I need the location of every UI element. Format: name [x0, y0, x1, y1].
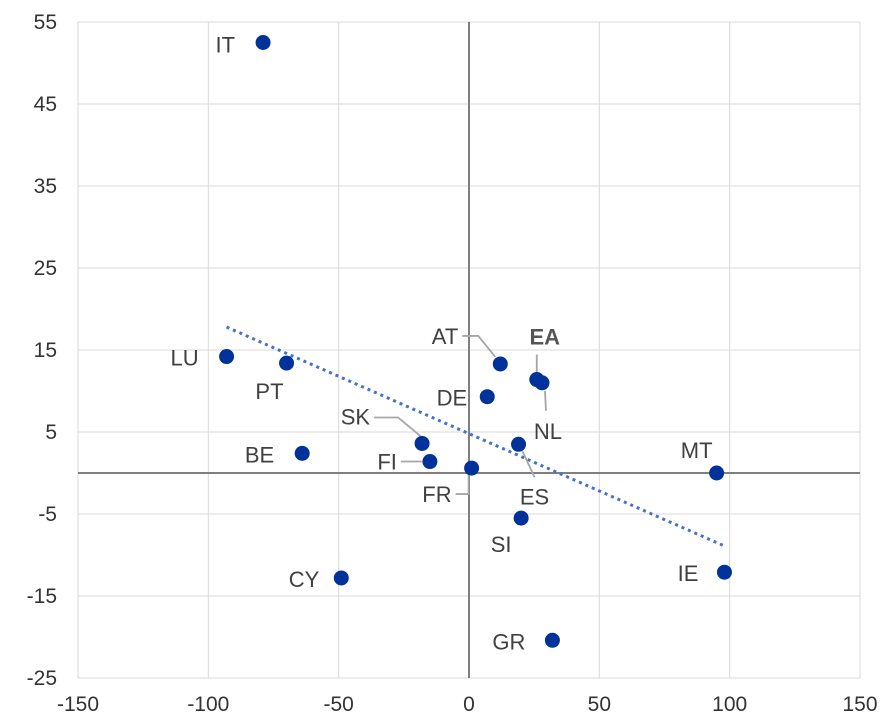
trendline-line: [225, 325, 726, 548]
x-tick-label: -50: [323, 693, 353, 716]
x-tick-label: -100: [187, 693, 229, 716]
point-label-ea: EA: [529, 325, 560, 350]
y-tick-label: 25: [34, 257, 57, 280]
point-label-fi: FI: [377, 450, 397, 475]
data-point-mt: [709, 465, 725, 481]
point-label-fr: FR: [422, 482, 451, 507]
x-tick-label: 150: [842, 693, 877, 716]
data-point-si: [513, 510, 529, 526]
data-point-lu: [219, 349, 235, 365]
y-tick-label: 5: [45, 421, 57, 444]
leader-line-nl: [544, 390, 547, 411]
y-tick-label: -5: [38, 503, 57, 526]
y-tick-labels: 55 45 35 25 15 5 -5 -15 -25: [27, 11, 57, 690]
data-point-fr: [464, 460, 480, 476]
y-tick-label: -25: [27, 667, 57, 690]
leader-line-fr: [455, 474, 470, 495]
point-label-lu: LU: [170, 346, 198, 371]
point-label-si: SI: [491, 532, 512, 557]
point-label-at: AT: [432, 324, 458, 349]
data-point-it: [255, 35, 271, 50]
point-label-cy: CY: [289, 567, 320, 592]
data-point-es: [511, 436, 527, 452]
point-label-ie: IE: [678, 561, 699, 586]
y-tick-label: 35: [34, 175, 57, 198]
data-point-gr: [544, 632, 560, 648]
point-label-it: IT: [216, 33, 236, 58]
point-label-nl: NL: [534, 419, 562, 444]
leader-line-es: [521, 450, 536, 478]
data-point-be: [294, 445, 310, 461]
data-point-de: [479, 389, 495, 405]
y-tick-label: 55: [34, 11, 57, 34]
point-label-pt: PT: [255, 379, 283, 404]
point-label-sk: SK: [341, 404, 371, 429]
data-point-fi: [422, 454, 438, 470]
point-label-gr: GR: [492, 629, 525, 654]
y-tick-label: -15: [27, 585, 57, 608]
point-label-mt: MT: [681, 438, 713, 463]
data-point-at: [492, 356, 508, 372]
x-tick-labels: -150 -100 -50 0 50 100 150: [57, 693, 878, 716]
label-leaders: [374, 335, 547, 495]
leader-line-at: [462, 335, 496, 358]
y-tick-label: 15: [34, 339, 57, 362]
data-point-sk: [414, 435, 430, 451]
x-tick-label: 100: [712, 693, 747, 716]
point-label-be: BE: [245, 442, 274, 467]
data-point-pt: [279, 355, 295, 371]
data-point-ie: [716, 564, 732, 580]
data-point-nl: [534, 375, 550, 391]
x-tick-label: -150: [57, 693, 99, 716]
point-label-es: ES: [520, 484, 549, 509]
point-label-de: DE: [437, 386, 468, 411]
x-tick-label: 50: [588, 693, 611, 716]
trendline: [225, 325, 726, 548]
data-points: [219, 35, 732, 648]
y-tick-label: 45: [34, 93, 57, 116]
data-point-cy: [333, 570, 349, 586]
leader-line-sk: [374, 416, 423, 439]
x-tick-label: 0: [463, 693, 475, 716]
